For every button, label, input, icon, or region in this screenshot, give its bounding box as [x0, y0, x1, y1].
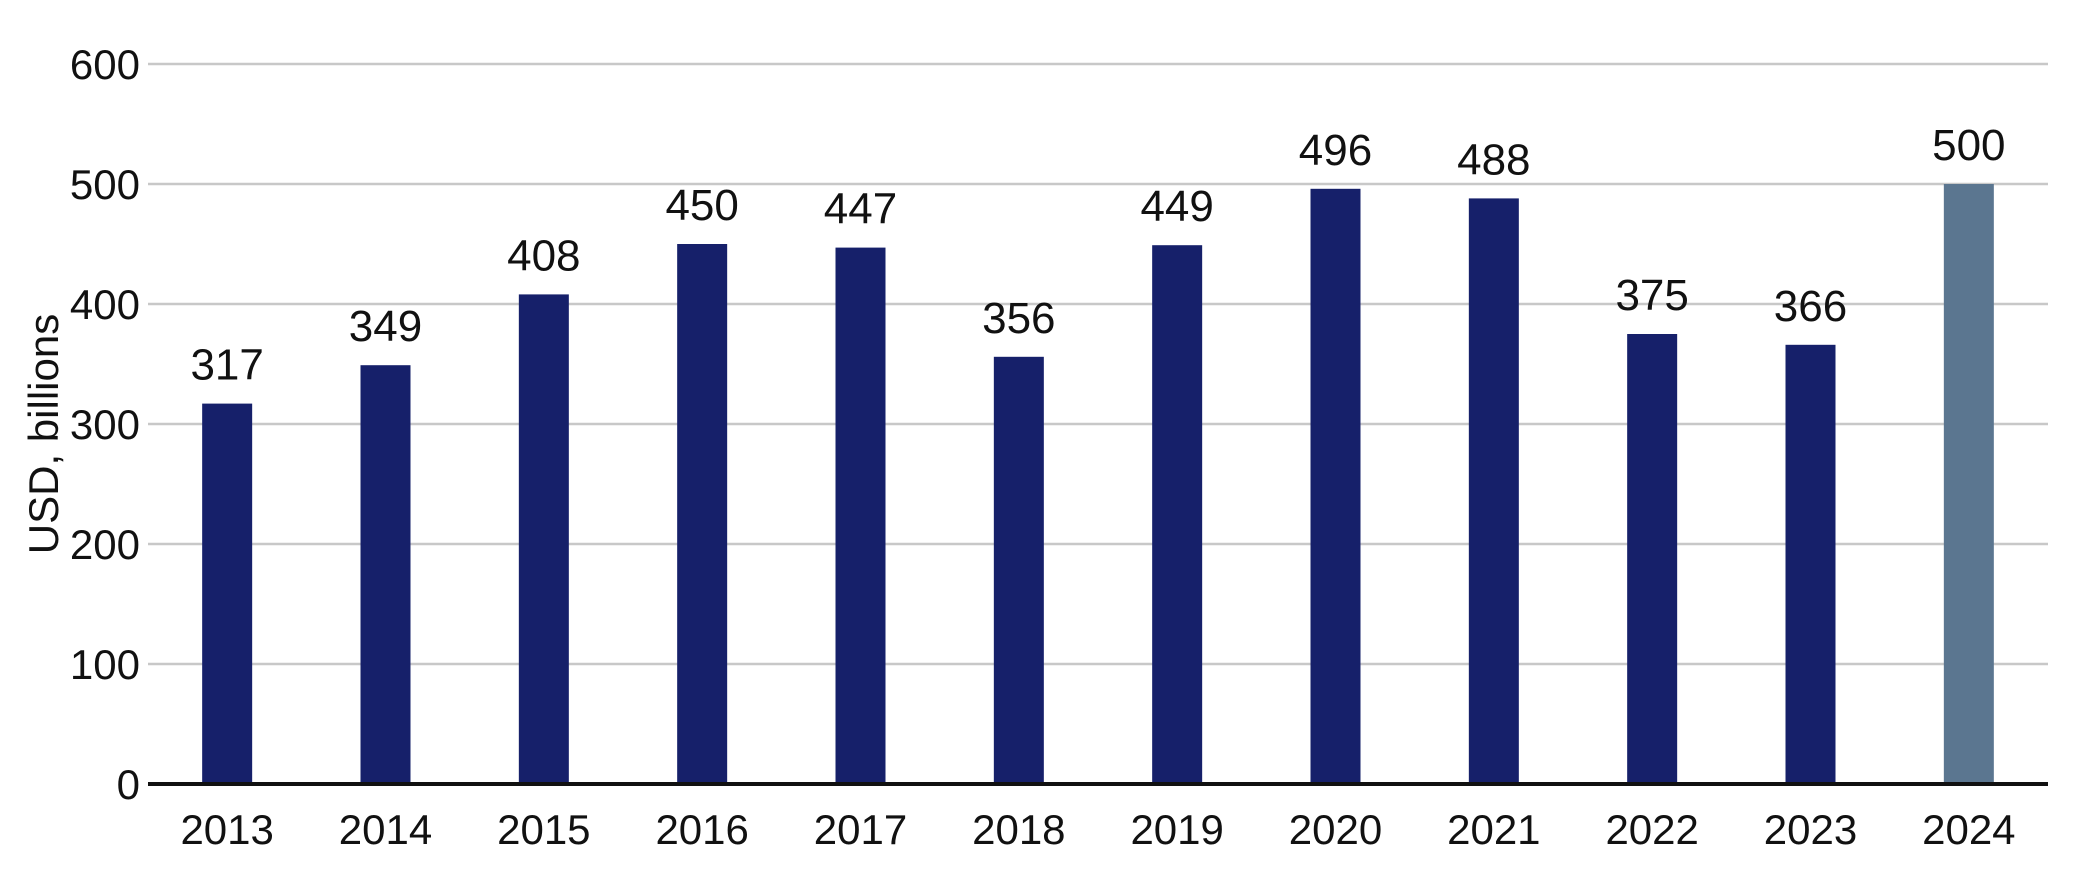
- x-tick-label-2015: 2015: [497, 806, 590, 853]
- x-tick-label-2022: 2022: [1605, 806, 1698, 853]
- y-tick-label: 500: [70, 161, 140, 208]
- bar-2022: [1627, 334, 1678, 784]
- x-tick-label-2018: 2018: [972, 806, 1065, 853]
- data-label-2024: 500: [1932, 121, 2005, 170]
- data-label-2019: 449: [1140, 182, 1213, 231]
- x-tick-label-2017: 2017: [814, 806, 907, 853]
- y-tick-label: 300: [70, 401, 140, 448]
- data-label-2015: 408: [507, 231, 580, 280]
- data-label-2020: 496: [1299, 126, 1372, 175]
- x-tick-label-2023: 2023: [1764, 806, 1857, 853]
- data-labels: 317 349 408 450 447 356 449 496 488 375 366 500: [190, 121, 2005, 390]
- bar-2014: [360, 365, 411, 784]
- data-label-2014: 349: [349, 302, 422, 351]
- bar-2018: [993, 356, 1044, 784]
- x-tick-label-2013: 2013: [180, 806, 273, 853]
- y-tick-label: 0: [117, 761, 140, 808]
- x-tick-label-2016: 2016: [655, 806, 748, 853]
- x-axis-ticks: 2013 2014 2015 2016 2017 2018 2019 2020 2021 2022…: [180, 806, 2015, 853]
- y-axis-ticks: 0 100 200 300 400 500 600: [70, 41, 140, 808]
- x-tick-label-2021: 2021: [1447, 806, 1540, 853]
- bars: [202, 184, 1994, 785]
- bar-2023: [1785, 344, 1836, 784]
- x-tick-label-2014: 2014: [339, 806, 432, 853]
- y-tick-label: 200: [70, 521, 140, 568]
- bar-2016: [677, 244, 728, 784]
- data-label-2023: 366: [1774, 282, 1847, 331]
- bar-2013: [202, 403, 253, 784]
- data-label-2021: 488: [1457, 135, 1530, 184]
- data-label-2017: 447: [824, 185, 897, 234]
- data-label-2013: 317: [190, 341, 263, 390]
- gridlines: [148, 62, 2048, 666]
- y-axis-title: USD, billions: [20, 314, 67, 554]
- x-tick-label-2019: 2019: [1130, 806, 1223, 853]
- bar-2019: [1152, 245, 1203, 784]
- bar-2021: [1468, 198, 1519, 784]
- bar-2017: [835, 247, 886, 785]
- x-tick-label-2024: 2024: [1922, 806, 2015, 853]
- y-tick-label: 400: [70, 281, 140, 328]
- y-tick-label: 600: [70, 41, 140, 88]
- bar-2024: [1943, 184, 1994, 784]
- y-tick-label: 100: [70, 641, 140, 688]
- bar-2015: [518, 294, 569, 784]
- data-label-2022: 375: [1615, 271, 1688, 320]
- bar-2020: [1310, 188, 1361, 785]
- x-tick-label-2020: 2020: [1289, 806, 1382, 853]
- data-label-2016: 450: [665, 181, 738, 230]
- data-label-2018: 356: [982, 294, 1055, 343]
